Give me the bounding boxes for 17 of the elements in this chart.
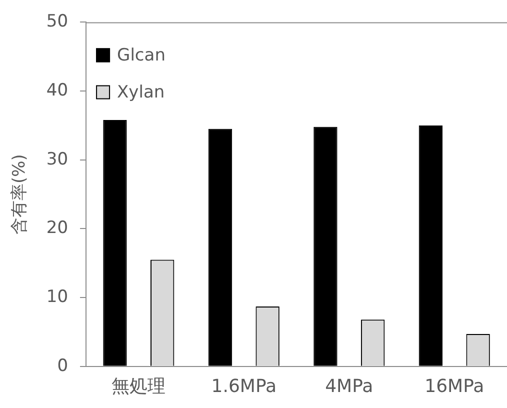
bar (103, 120, 127, 366)
x-tick-label: 1.6MPa (211, 376, 277, 397)
y-tick-label: 40 (46, 80, 68, 100)
legend-label: Glcan (117, 46, 166, 66)
bar (418, 125, 443, 366)
bar (314, 126, 338, 366)
y-tick-label: 0 (57, 356, 68, 376)
y-tick-label: 50 (46, 12, 68, 32)
y-axis-title: 含有率(%) (10, 154, 30, 235)
x-tick-label: 4MPa (325, 376, 374, 397)
legend-label: Xylan (117, 82, 165, 103)
x-tick-label: 16MPa (424, 376, 484, 397)
y-tick-label: 10 (46, 286, 68, 307)
x-tick-label: 無処理 (112, 376, 166, 397)
y-tick-label: 30 (46, 149, 68, 170)
bar (208, 128, 232, 366)
y-tick-label: 20 (46, 218, 68, 238)
